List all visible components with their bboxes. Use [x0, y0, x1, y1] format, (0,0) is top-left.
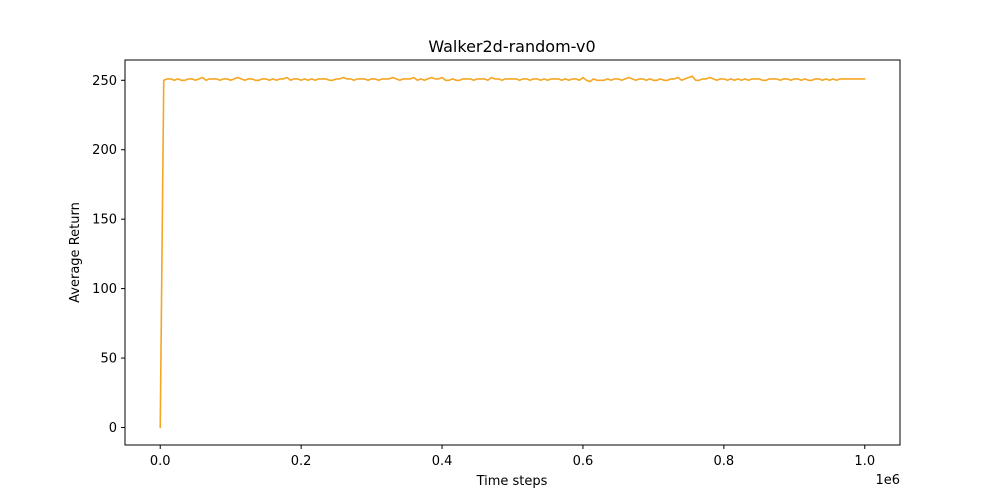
- x-tick-label: 0.0: [150, 454, 171, 469]
- x-axis-label: Time steps: [476, 474, 548, 489]
- y-tick-label: 250: [92, 74, 117, 89]
- x-tick-label: 0.6: [573, 454, 594, 469]
- y-tick-label: 200: [92, 143, 117, 158]
- x-tick-label: 0.4: [432, 454, 453, 469]
- chart-title: Walker2d-random-v0: [428, 37, 595, 56]
- x-tick-label: 1.0: [854, 454, 875, 469]
- y-axis-label: Average Return: [68, 202, 83, 303]
- y-axis: 0 50 100 150 200 250: [92, 74, 125, 436]
- x-axis-offset-label: 1e6: [875, 473, 900, 488]
- y-tick-label: 50: [100, 352, 117, 367]
- plot-frame: [124, 59, 901, 446]
- series-line: [159, 75, 866, 429]
- y-tick-label: 0: [109, 421, 117, 436]
- x-tick-label: 0.8: [714, 454, 735, 469]
- plot-area: [124, 59, 901, 446]
- series-layer: [159, 75, 866, 429]
- x-tick-label: 0.2: [291, 454, 312, 469]
- y-tick-label: 150: [92, 213, 117, 228]
- y-tick-label: 100: [92, 282, 117, 297]
- x-axis: 0.0 0.2 0.4 0.6 0.8 1.0: [150, 445, 875, 469]
